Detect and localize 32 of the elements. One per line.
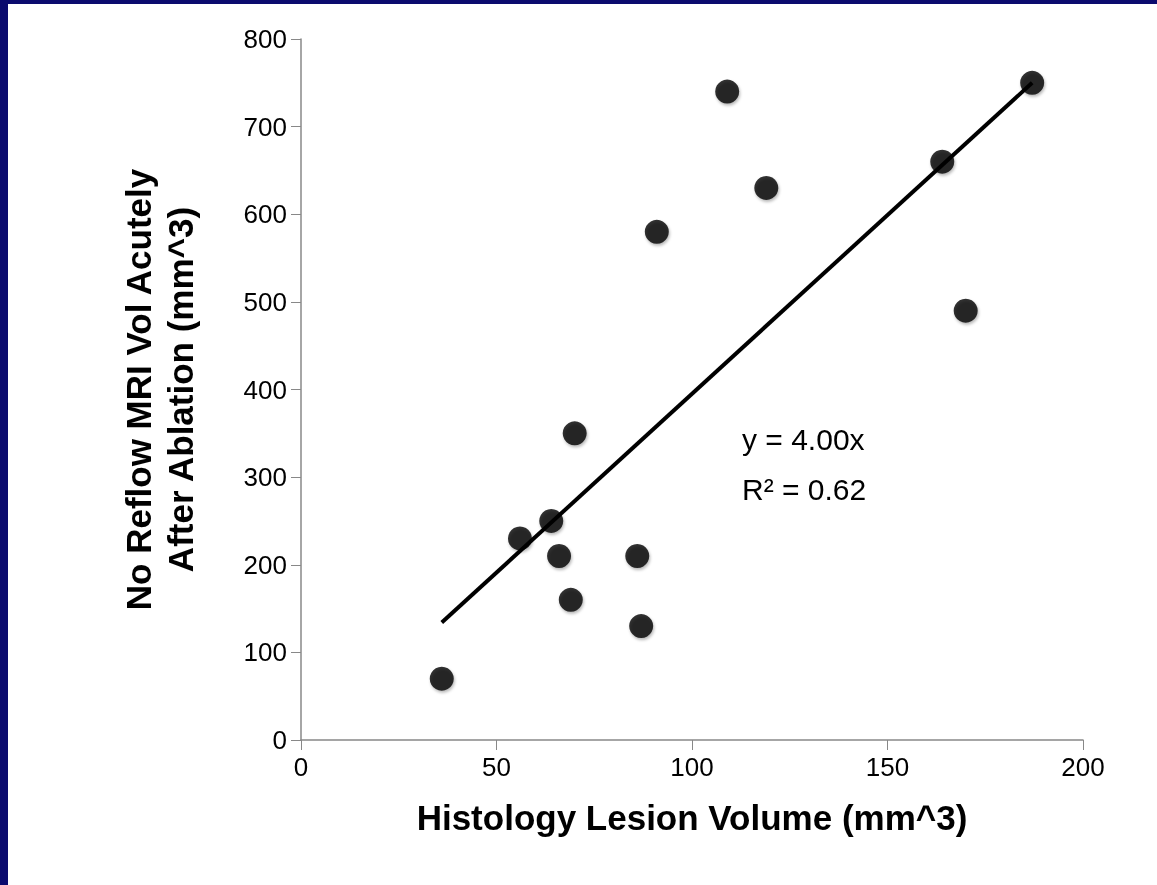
x-tick-label: 0 bbox=[293, 752, 309, 782]
point bbox=[507, 526, 532, 551]
x-tick-label: 150 bbox=[865, 752, 910, 782]
x-tick-label: 50 bbox=[482, 752, 511, 782]
y-tick-label: 600 bbox=[243, 199, 287, 230]
x-axis-title: Histology Lesion Volume (mm^3) bbox=[416, 798, 968, 837]
point bbox=[629, 614, 654, 639]
point bbox=[644, 219, 669, 244]
point bbox=[539, 508, 564, 533]
annotation: y = 4.00x bbox=[742, 422, 865, 456]
x-tick-label: 100 bbox=[670, 752, 714, 782]
y-tick-label: 100 bbox=[243, 637, 287, 668]
point bbox=[754, 175, 779, 200]
point bbox=[562, 421, 587, 446]
annotation: R² = 0.62 bbox=[742, 472, 867, 506]
x-tick-label: 200 bbox=[1061, 752, 1105, 782]
point bbox=[429, 666, 454, 691]
y-tick-label: 700 bbox=[243, 111, 287, 142]
y-tick-label: 200 bbox=[243, 549, 287, 580]
point bbox=[1020, 70, 1045, 95]
point bbox=[953, 298, 978, 323]
y-tick-label: 400 bbox=[243, 374, 287, 405]
y-tick-label: 0 bbox=[272, 725, 287, 755]
point bbox=[930, 149, 955, 174]
point bbox=[558, 587, 583, 612]
point bbox=[547, 543, 572, 568]
y-tick-label: 800 bbox=[243, 24, 287, 54]
point bbox=[625, 543, 650, 568]
y-tick-label: 300 bbox=[243, 462, 287, 493]
y-axis-title: No Reflow MRI Vol Acutely After Ablation (mm^3) bbox=[118, 168, 200, 611]
point bbox=[715, 79, 740, 104]
y-tick-label: 500 bbox=[243, 286, 287, 317]
